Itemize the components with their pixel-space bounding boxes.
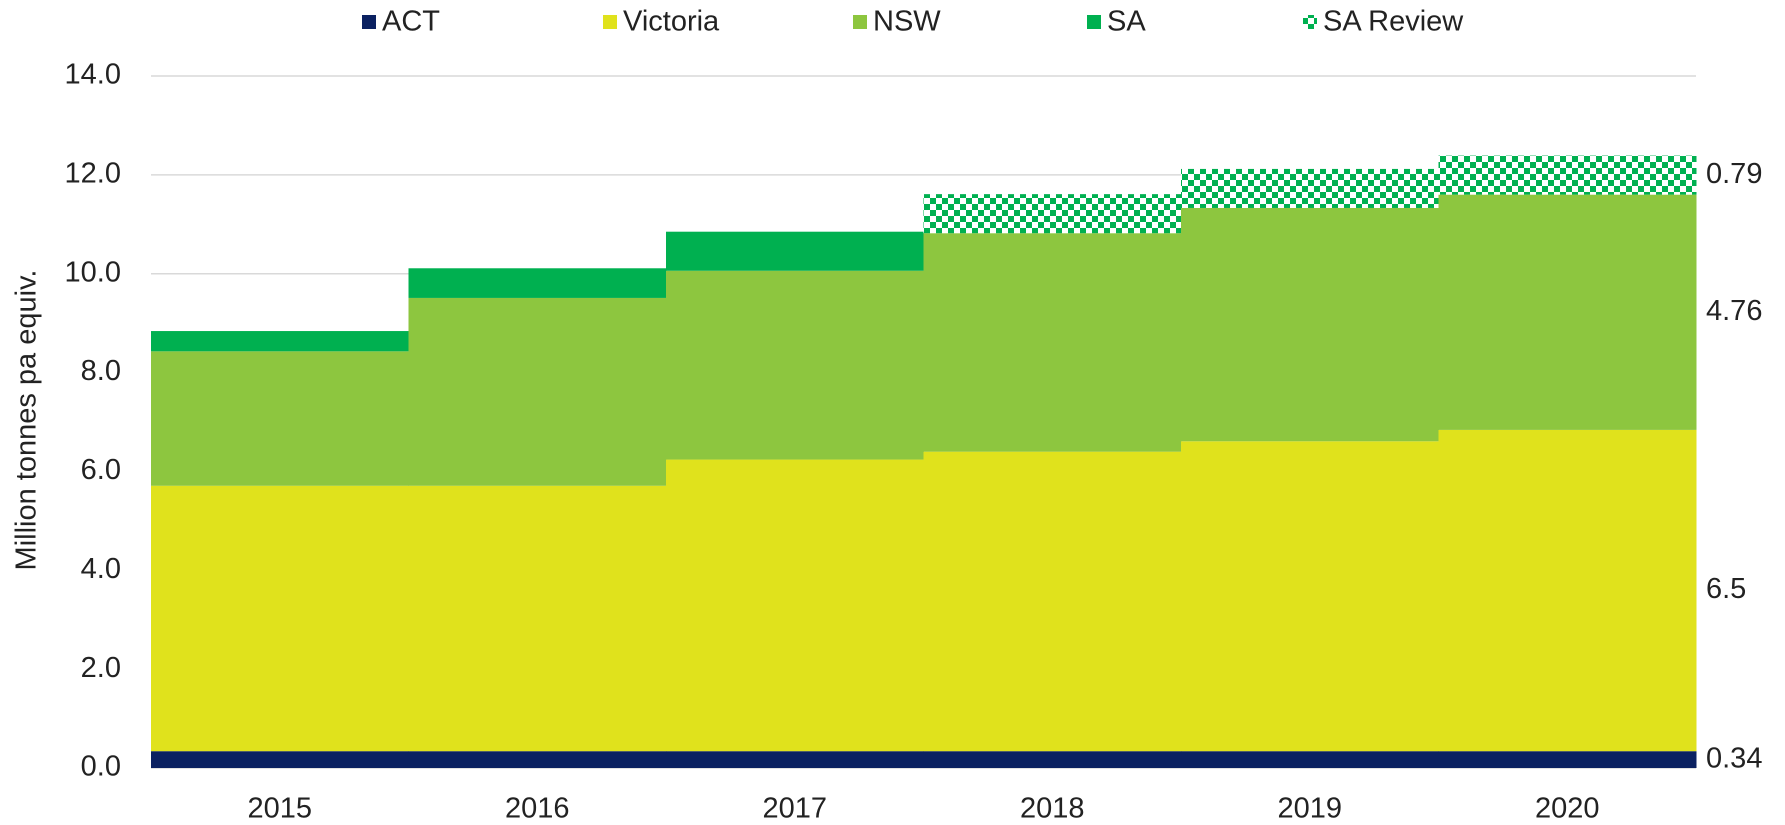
y-tick-label: 8.0: [81, 355, 121, 387]
legend-swatch: [362, 15, 376, 29]
area-step: [408, 297, 667, 486]
area-step: [151, 751, 409, 768]
y-tick-label: 12.0: [65, 158, 121, 190]
y-tick-label: 6.0: [81, 454, 121, 486]
data-label: 4.76: [1706, 295, 1762, 327]
x-tick-label: 2018: [1020, 793, 1085, 825]
area-step: [1181, 168, 1439, 208]
area-step: [666, 459, 924, 752]
legend-swatch: [603, 15, 617, 29]
x-tick-label: 2016: [505, 793, 570, 825]
data-label: 0.34: [1706, 742, 1762, 774]
legend-label: SA: [1107, 6, 1146, 38]
legend-label: SA Review: [1323, 6, 1464, 38]
area-step: [151, 351, 409, 486]
area-step: [1181, 441, 1439, 752]
area-step: [1438, 429, 1697, 752]
legend-label: NSW: [873, 6, 941, 38]
area-step: [1438, 155, 1697, 195]
area-step: [666, 231, 924, 271]
area-step: [408, 485, 667, 752]
area-step: [923, 194, 1182, 234]
area-step: [1438, 194, 1697, 430]
area-step: [923, 751, 1182, 768]
y-tick-label: 4.0: [81, 553, 121, 585]
y-axis-title: Million tonnes pa equiv.: [11, 270, 43, 571]
x-tick-label: 2017: [762, 793, 827, 825]
legend-label: ACT: [382, 6, 440, 38]
area-step: [1181, 207, 1439, 442]
x-tick-label: 2015: [247, 793, 312, 825]
y-tick-label: 0.0: [81, 751, 121, 783]
x-tick-label: 2019: [1277, 793, 1342, 825]
area-step: [151, 485, 409, 752]
legend-swatch: [853, 15, 867, 29]
legend-swatch: [1303, 15, 1317, 29]
legend-swatch: [1087, 15, 1101, 29]
area-step: [923, 451, 1182, 752]
area-step: [666, 751, 924, 768]
x-tick-label: 2020: [1535, 793, 1600, 825]
area-step: [923, 233, 1182, 452]
data-label: 6.5: [1706, 573, 1746, 605]
legend-label: Victoria: [623, 6, 720, 38]
y-tick-label: 10.0: [65, 256, 121, 288]
area-step: [408, 268, 667, 298]
y-tick-label: 2.0: [81, 652, 121, 684]
area-step: [1181, 751, 1439, 768]
area-step: [666, 270, 924, 460]
y-tick-label: 14.0: [65, 59, 121, 91]
data-label: 0.79: [1706, 158, 1762, 190]
area-step: [151, 331, 409, 352]
area-step: [1438, 751, 1697, 768]
area-step: [408, 751, 667, 768]
